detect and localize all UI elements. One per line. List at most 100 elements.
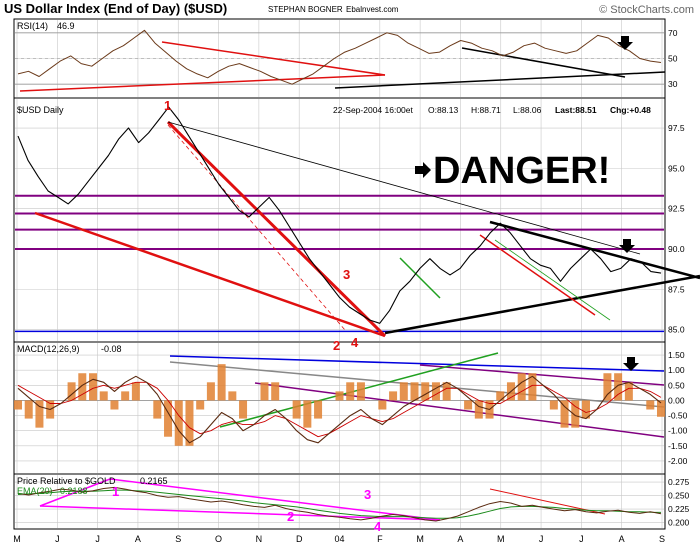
macd-histogram-bar xyxy=(217,364,226,401)
macd-histogram-bar xyxy=(271,382,280,401)
macd-histogram-bar xyxy=(78,373,87,401)
relative-trendline xyxy=(109,478,441,521)
rsi-label: RSI(14) xyxy=(17,21,48,31)
x-tick-label: J xyxy=(95,534,100,544)
wave-label: 3 xyxy=(364,487,371,502)
x-tick-label: O xyxy=(215,534,222,544)
macd-histogram-bar xyxy=(657,400,665,417)
channel-trendline xyxy=(494,239,611,321)
macd-histogram-bar xyxy=(99,391,108,401)
channel-trendline xyxy=(489,220,700,280)
series-line-relative xyxy=(17,486,662,522)
y-tick-label: 0.225 xyxy=(668,504,690,514)
relative-trendline xyxy=(39,478,111,507)
macd-histogram-bar xyxy=(442,382,451,401)
macd-histogram-bar xyxy=(356,382,365,401)
x-tick-label: J xyxy=(55,534,60,544)
series-line-relative xyxy=(17,489,662,519)
wave-label: 1 xyxy=(112,484,119,499)
macd-histogram-bar xyxy=(67,382,76,401)
channel-trendline xyxy=(479,234,596,316)
macd-histogram-bar xyxy=(153,400,162,419)
trendline-layer xyxy=(15,41,700,521)
wave-label: 2 xyxy=(333,338,340,353)
x-tick-label: 04 xyxy=(334,534,344,544)
series-line-macd xyxy=(17,375,662,444)
ema-label: EMA(20) xyxy=(17,486,53,496)
macd-histogram-bar xyxy=(24,400,33,419)
y-tick-label: 85.0 xyxy=(668,325,685,335)
chart-title: US Dollar Index (End of Day) ($USD) xyxy=(4,1,227,16)
macd-histogram-bar xyxy=(421,382,430,401)
macd-histogram-bar xyxy=(528,373,537,401)
macd-histogram-bar xyxy=(496,391,505,401)
rsi-last-value: 46.9 xyxy=(57,21,75,31)
macd-histogram-bar xyxy=(614,373,623,401)
macd-histogram-bar xyxy=(410,382,419,401)
danger-annotation: DANGER! xyxy=(433,150,610,192)
channel-trendline xyxy=(167,121,641,255)
y-tick-label: 90.0 xyxy=(668,244,685,254)
x-tick-label: D xyxy=(296,534,303,544)
x-tick-label: A xyxy=(135,534,141,544)
y-tick-label: 1.00 xyxy=(668,365,685,375)
price-last: Last:88.51 xyxy=(555,105,597,115)
wave-label: 3 xyxy=(343,267,350,282)
y-tick-label: -2.00 xyxy=(668,456,688,466)
site-label: Ebalnvest.com xyxy=(346,5,399,14)
y-tick-label: -1.50 xyxy=(668,441,688,451)
down-arrow-icon xyxy=(623,357,639,371)
price-date: 22-Sep-2004 16:00et xyxy=(333,105,414,115)
series-line-macd xyxy=(17,381,662,438)
macd-histogram-bar xyxy=(185,400,194,446)
rsi-trendline xyxy=(461,47,626,78)
macd-histogram-bar xyxy=(89,373,98,401)
macd-histogram-bar xyxy=(174,400,183,446)
macd-histogram-bar xyxy=(646,400,655,410)
macd-histogram-bar xyxy=(517,373,526,401)
macd-histogram-bar xyxy=(314,400,323,419)
y-tick-label: 97.5 xyxy=(668,123,685,133)
y-tick-label: 70 xyxy=(668,28,678,38)
macd-histogram-bar xyxy=(35,400,44,428)
y-tick-label: 87.5 xyxy=(668,284,685,294)
x-tick-label: N xyxy=(256,534,263,544)
grid-layer: M J J A S O N D 04 F M A M J J A S 70 50 30 97.5 95.0 92.5 90.0… xyxy=(13,20,690,544)
y-tick-label: 50 xyxy=(668,54,678,64)
macd-histogram-bar xyxy=(206,382,215,401)
macd-label: MACD(12,26,9) xyxy=(17,344,80,354)
macd-histogram-bar xyxy=(464,400,473,410)
macd-histogram-bar xyxy=(292,400,301,419)
macd-histogram-bar xyxy=(581,400,590,419)
macd-histogram-bar xyxy=(110,400,119,410)
macd-histogram-bar xyxy=(431,382,440,401)
macd-histogram-bar xyxy=(399,382,408,401)
macd-histogram-bar xyxy=(378,400,387,410)
y-tick-label: 95.0 xyxy=(668,163,685,173)
relative-label: Price Relative to $GOLD xyxy=(17,476,116,486)
macd-histogram-bar xyxy=(560,400,569,428)
rsi-trendline xyxy=(161,41,386,76)
y-tick-label: -0.50 xyxy=(668,411,688,421)
down-arrow-icon xyxy=(617,36,633,50)
macd-last-value: -0.08 xyxy=(101,344,122,354)
y-tick-label: 0.275 xyxy=(668,477,690,487)
price-change: Chg:+0.48 xyxy=(610,105,651,115)
copyright-label: © StockCharts.com xyxy=(599,4,694,16)
price-low: L:88.06 xyxy=(513,105,542,115)
y-tick-label: 1.50 xyxy=(668,350,685,360)
x-tick-label: M xyxy=(497,534,505,544)
macd-histogram-bar xyxy=(335,391,344,401)
macd-histogram-bar xyxy=(260,382,269,401)
channel-trendline xyxy=(399,257,441,299)
rsi-trendline xyxy=(19,74,386,92)
wave-label: 1 xyxy=(164,98,171,113)
x-tick-label: F xyxy=(377,534,383,544)
y-tick-label: 0.250 xyxy=(668,491,690,501)
wave-label: 4 xyxy=(351,335,359,350)
channel-trendline xyxy=(166,120,387,338)
channel-trendline xyxy=(34,211,386,338)
x-tick-label: J xyxy=(579,534,584,544)
